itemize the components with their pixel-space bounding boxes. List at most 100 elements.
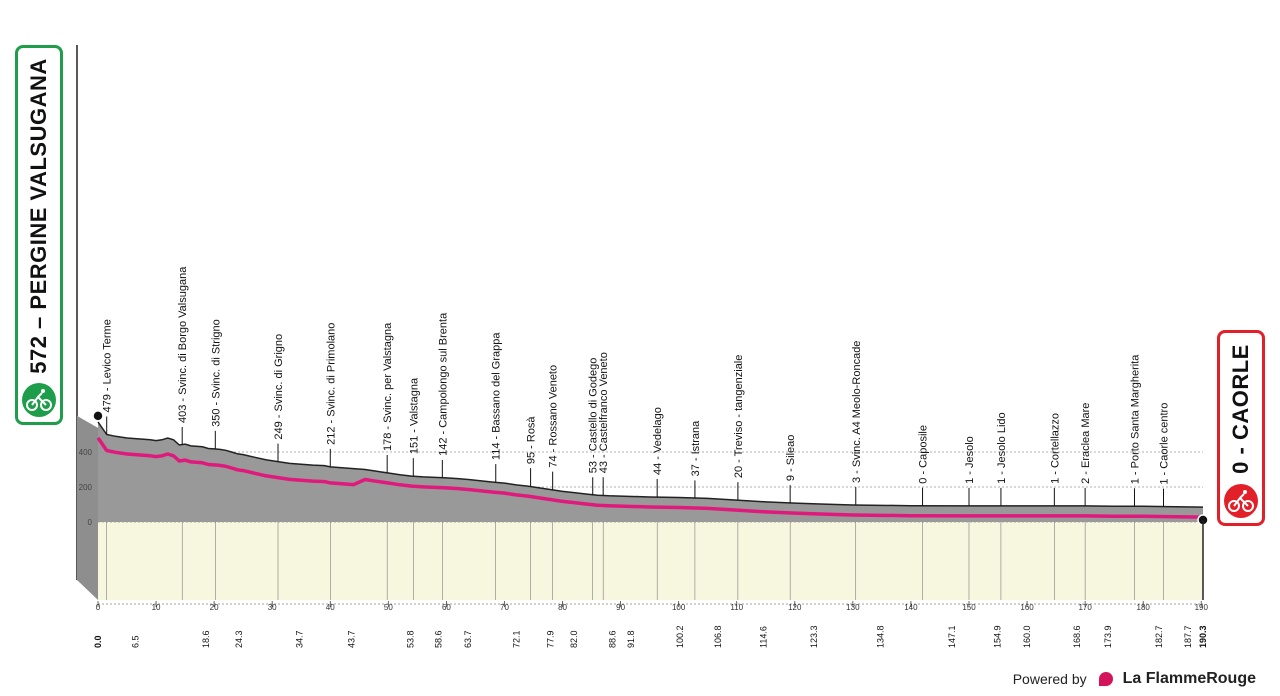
km-mark-label: 106.8 <box>713 625 723 648</box>
cyclist-icon <box>22 383 56 417</box>
profile-top-line <box>97 421 1204 508</box>
profile-area <box>98 421 1203 522</box>
location-label: 178 - Svinc. per Valstagna <box>382 322 394 451</box>
location-lines <box>106 416 1165 600</box>
km-mark-label: 6.5 <box>131 635 141 648</box>
location-label: 37 - Istrana <box>690 420 702 477</box>
km-mark-label: 43.7 <box>347 630 357 648</box>
x-tick-label: 150 <box>962 603 976 612</box>
profile-ground <box>76 45 1203 600</box>
start-badge: 572 – PERGINE VALSUGANA <box>15 45 63 425</box>
brand-name: La FlammeRouge <box>1122 670 1256 687</box>
km-mark-label: 53.8 <box>405 630 415 648</box>
elevation-profile <box>96 421 1204 522</box>
km-mark-label: 24.3 <box>234 630 244 648</box>
location-label: 2 - Eraclea Mare <box>1080 403 1092 484</box>
x-tick-label: 120 <box>788 603 802 612</box>
location-label: 1 - Cortellazzo <box>1049 413 1061 484</box>
km-mark-label: 190.3 <box>1198 625 1208 648</box>
location-label: 0 - Caposile <box>918 425 930 484</box>
location-label: 20 - Treviso - tangenziale <box>733 355 745 479</box>
location-label: 142 - Campolongo sul Brenta <box>437 312 449 456</box>
location-label: 1 - Jesolo <box>964 436 976 484</box>
km-mark-label: 58.6 <box>433 630 443 648</box>
x-tick-label: 70 <box>500 603 509 612</box>
altitude-ticks: 400 200 0 <box>79 448 93 527</box>
km-mark-label: 187.7 <box>1183 625 1193 648</box>
x-ticks: 0 10 20 30 40 50 60 70 80 90 100 110 120 130 140 150 160… <box>96 601 1209 612</box>
km-mark-label: 63.7 <box>463 630 473 648</box>
location-label: 249 - Svinc. di Grigno <box>273 334 285 440</box>
location-label: 3 - Svinc. A4 Meolo-Roncade <box>851 341 863 483</box>
x-tick-label: 100 <box>672 603 686 612</box>
x-tick-label: 50 <box>384 603 393 612</box>
km-mark-label: 0.0 <box>93 635 103 648</box>
ground-area <box>98 522 1203 600</box>
km-mark-label: 173.9 <box>1103 625 1113 648</box>
road-line <box>96 436 1204 519</box>
location-label: 151 - Valstagna <box>408 377 420 454</box>
x-tick-label: 60 <box>442 603 451 612</box>
location-label: 479 - Levico Terme <box>102 319 114 412</box>
x-tick-label: 80 <box>558 603 567 612</box>
profile-left-slab <box>77 415 98 600</box>
location-label: 403 - Svinc. di Borgo Valsugana <box>177 266 189 423</box>
location-labels: 479 - Levico Terme 403 - Svinc. di Borgo … <box>102 266 1171 485</box>
x-tick-label: 40 <box>326 603 335 612</box>
location-label: 9 - Sileao <box>785 435 797 481</box>
km-mark-label: 91.8 <box>626 630 636 648</box>
km-mark-label: 154.9 <box>992 625 1002 648</box>
x-tick-label: 170 <box>1078 603 1092 612</box>
altitude-tick-label: 200 <box>79 483 93 492</box>
location-label: 44 - Vedelago <box>652 407 664 475</box>
location-label: 1 - Porto Santa Margherita <box>1129 354 1141 485</box>
altitude-tick-label: 0 <box>88 518 93 527</box>
location-label: 212 - Svinc. di Primolano <box>325 323 337 445</box>
x-tick-label: 110 <box>730 603 743 612</box>
endpoints <box>92 410 1209 600</box>
finish-label: 0 - CAORLE <box>1228 344 1253 474</box>
altitude-tick-label: 400 <box>79 448 93 457</box>
x-tick-label: 130 <box>846 603 860 612</box>
start-point <box>92 410 104 422</box>
x-tick-label: 90 <box>616 603 625 612</box>
km-mark-label: 182.7 <box>1154 625 1164 648</box>
km-mark-label: 134.8 <box>876 625 886 648</box>
flame-logo-icon <box>1098 672 1113 686</box>
location-label: 53 - Castello di Godego <box>588 358 600 474</box>
km-marks: 0.0 6.5 18.6 24.3 34.7 43.7 53.8 58.6 63.7 72.1 77… <box>93 625 1208 648</box>
location-label: 43 - Castelfranco Veneto <box>598 352 610 473</box>
location-label: 95 - Rosà <box>526 416 538 465</box>
km-mark-label: 72.1 <box>512 630 522 648</box>
x-tick-label: 180 <box>1137 603 1151 612</box>
km-mark-label: 160.0 <box>1022 625 1032 648</box>
finish-badge: 0 - CAORLE <box>1217 330 1265 526</box>
cyclist-icon <box>1224 484 1258 518</box>
km-mark-label: 77.9 <box>545 630 555 648</box>
x-tick-label: 160 <box>1020 603 1034 612</box>
x-tick-label: 0 <box>96 603 101 612</box>
location-label: 1 - Caorle centro <box>1159 403 1171 485</box>
x-tick-label: 20 <box>210 603 219 612</box>
km-mark-label: 18.6 <box>201 630 211 648</box>
km-mark-label: 100.2 <box>675 625 685 648</box>
km-mark-label: 147.1 <box>947 625 957 648</box>
location-label: 350 - Svinc. di Strigno <box>210 319 222 427</box>
km-mark-label: 88.6 <box>607 630 617 648</box>
km-mark-label: 82.0 <box>569 630 579 648</box>
footer: Powered by La FlammeRouge <box>1013 670 1256 688</box>
start-label: 572 – PERGINE VALSUGANA <box>26 58 51 375</box>
km-mark-label: 123.3 <box>809 625 819 648</box>
x-tick-label: 30 <box>268 603 277 612</box>
x-tick-label: 190 <box>1195 603 1209 612</box>
x-tick-label: 10 <box>152 603 161 612</box>
km-mark-label: 34.7 <box>294 630 304 648</box>
x-tick-label: 140 <box>904 603 918 612</box>
km-mark-label: 114.6 <box>758 626 768 648</box>
km-mark-label: 168.6 <box>1072 625 1082 648</box>
powered-by-text: Powered by <box>1012 671 1087 687</box>
location-label: 74 - Rossano Veneto <box>548 365 560 468</box>
location-label: 1 - Jesolo Lido <box>996 412 1008 484</box>
location-label: 114 - Bassano del Grappa <box>491 332 503 460</box>
